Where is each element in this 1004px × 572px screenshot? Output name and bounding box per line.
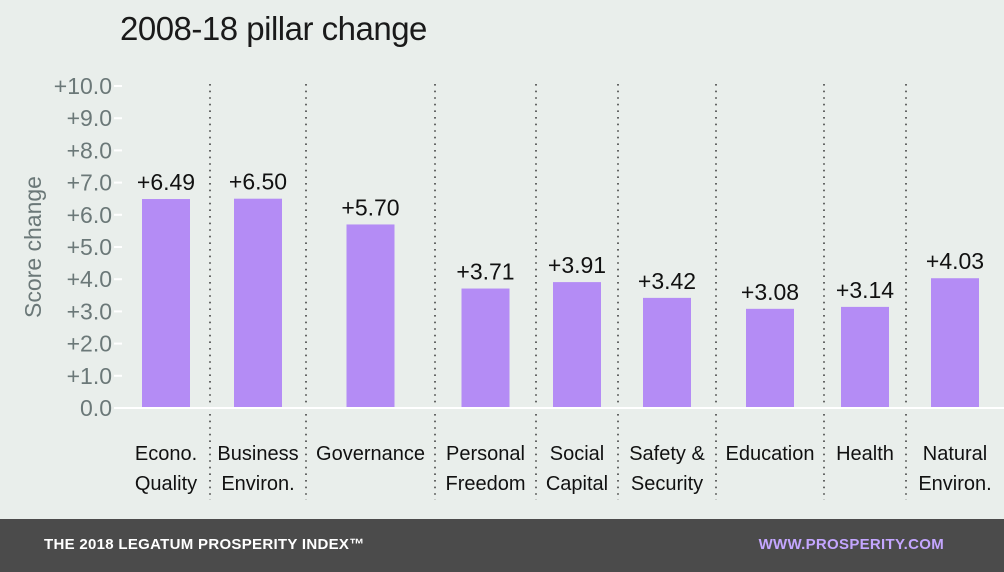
bar-value-label: +6.50 xyxy=(229,169,287,195)
footer-bar: THE 2018 LEGATUM PROSPERITY INDEX™ WWW.P… xyxy=(0,519,1004,572)
y-tick-label: +2.0 xyxy=(67,331,112,357)
bar-value-label: +3.08 xyxy=(741,279,799,305)
x-category-label: Health xyxy=(836,443,894,465)
bar-value-label: +4.03 xyxy=(926,248,984,274)
x-category-label: Natural xyxy=(923,443,987,465)
x-category-label: Education xyxy=(726,443,815,465)
bar-value-label: +3.14 xyxy=(836,277,894,303)
x-category-label: Governance xyxy=(316,443,425,465)
y-axis-label: Score change xyxy=(20,176,46,318)
bar xyxy=(142,199,190,408)
y-tick-label: +9.0 xyxy=(67,105,112,131)
x-category-label: Environ. xyxy=(221,473,294,495)
y-tick-label: +4.0 xyxy=(67,266,112,292)
y-tick-label: +5.0 xyxy=(67,234,112,260)
bar xyxy=(841,306,889,408)
y-tick-label: +10.0 xyxy=(54,73,112,99)
x-category-label: Safety & xyxy=(629,443,705,465)
x-category-label: Personal xyxy=(446,443,525,465)
footer-website-link[interactable]: WWW.PROSPERITY.COM xyxy=(758,536,944,553)
bar xyxy=(746,308,794,408)
y-tick-label: +7.0 xyxy=(67,170,112,196)
bar-value-label: +5.70 xyxy=(341,194,399,220)
footer-index-name: THE 2018 LEGATUM PROSPERITY INDEX™ xyxy=(44,536,365,553)
y-tick-label: 0.0 xyxy=(80,395,112,421)
bar-value-label: +6.49 xyxy=(137,169,195,195)
bar xyxy=(346,224,395,408)
bar xyxy=(234,198,282,408)
y-tick-label: +8.0 xyxy=(67,137,112,163)
x-category-label: Quality xyxy=(135,473,197,495)
bar-value-label: +3.91 xyxy=(548,252,606,278)
y-tick-label: +1.0 xyxy=(67,363,112,389)
x-category-label: Freedom xyxy=(445,473,525,495)
x-category-label: Business xyxy=(217,443,298,465)
x-category-label: Capital xyxy=(546,473,608,495)
x-category-label: Econo. xyxy=(135,443,197,465)
x-category-label: Environ. xyxy=(918,473,991,495)
x-category-label: Social xyxy=(550,443,604,465)
chart-title: 2008-18 pillar change xyxy=(120,10,427,47)
x-category-label: Security xyxy=(631,473,703,495)
bar xyxy=(643,297,691,408)
bar-value-label: +3.42 xyxy=(638,268,696,294)
bar-value-label: +3.71 xyxy=(456,259,514,285)
bar-chart: Score change 0.0 +1.0 +2.0 +3.0 +4.0 +5.0 +6.0… xyxy=(20,73,1004,500)
bar xyxy=(931,278,979,408)
bar xyxy=(461,288,510,408)
y-tick-label: +3.0 xyxy=(67,298,112,324)
bar xyxy=(553,282,601,408)
y-tick-label: +6.0 xyxy=(67,202,112,228)
